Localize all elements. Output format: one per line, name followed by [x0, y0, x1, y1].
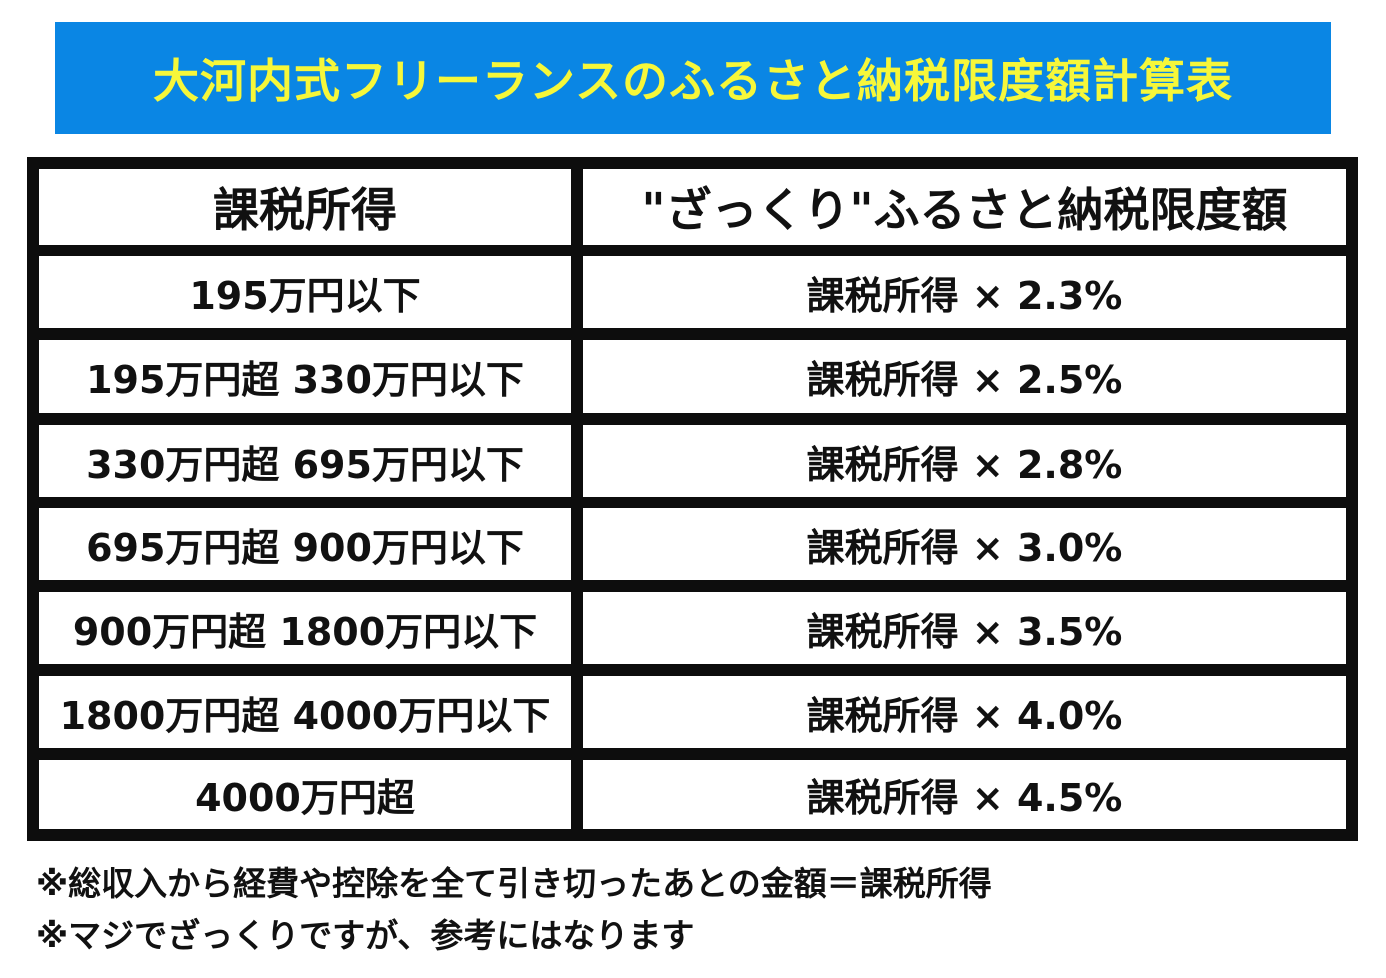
limit-formula-cell: 課税所得 × 2.5% — [583, 340, 1346, 413]
limit-formula-cell: 課税所得 × 3.5% — [583, 592, 1346, 664]
income-range-cell: 695万円超 900万円以下 — [39, 508, 571, 580]
footnote-disclaimer: ※マジでざっくりですが、参考にはなります — [36, 916, 695, 955]
income-range-cell: 195万円超 330万円以下 — [39, 340, 571, 413]
header-taxable-income: 課税所得 — [39, 169, 571, 245]
income-range-cell: 900万円超 1800万円以下 — [39, 592, 571, 664]
limit-formula-cell: 課税所得 × 2.3% — [583, 256, 1346, 328]
income-range-cell: 1800万円超 4000万円以下 — [39, 676, 571, 748]
footnote-definition: ※総収入から経費や控除を全て引き切ったあとの金額＝課税所得 — [36, 864, 992, 903]
income-range-cell: 4000万円超 — [39, 760, 571, 829]
footnotes: ※総収入から経費や控除を全て引き切ったあとの金額＝課税所得 ※マジでざっくりです… — [36, 858, 1356, 962]
title-banner: 大河内式フリーランスのふるさと納税限度額計算表 — [55, 22, 1331, 134]
limit-formula-cell: 課税所得 × 2.8% — [583, 425, 1346, 497]
income-range-cell: 330万円超 695万円以下 — [39, 425, 571, 497]
header-donation-limit: "ざっくり"ふるさと納税限度額 — [583, 169, 1346, 245]
income-range-cell: 195万円以下 — [39, 256, 571, 328]
limit-formula-cell: 課税所得 × 3.0% — [583, 508, 1346, 580]
limit-formula-cell: 課税所得 × 4.0% — [583, 676, 1346, 748]
page-title: 大河内式フリーランスのふるさと納税限度額計算表 — [152, 54, 1234, 108]
limit-formula-cell: 課税所得 × 4.5% — [583, 760, 1346, 829]
tax-limit-table: 課税所得 "ざっくり"ふるさと納税限度額 195万円以下 課税所得 × 2.3%… — [27, 157, 1358, 841]
